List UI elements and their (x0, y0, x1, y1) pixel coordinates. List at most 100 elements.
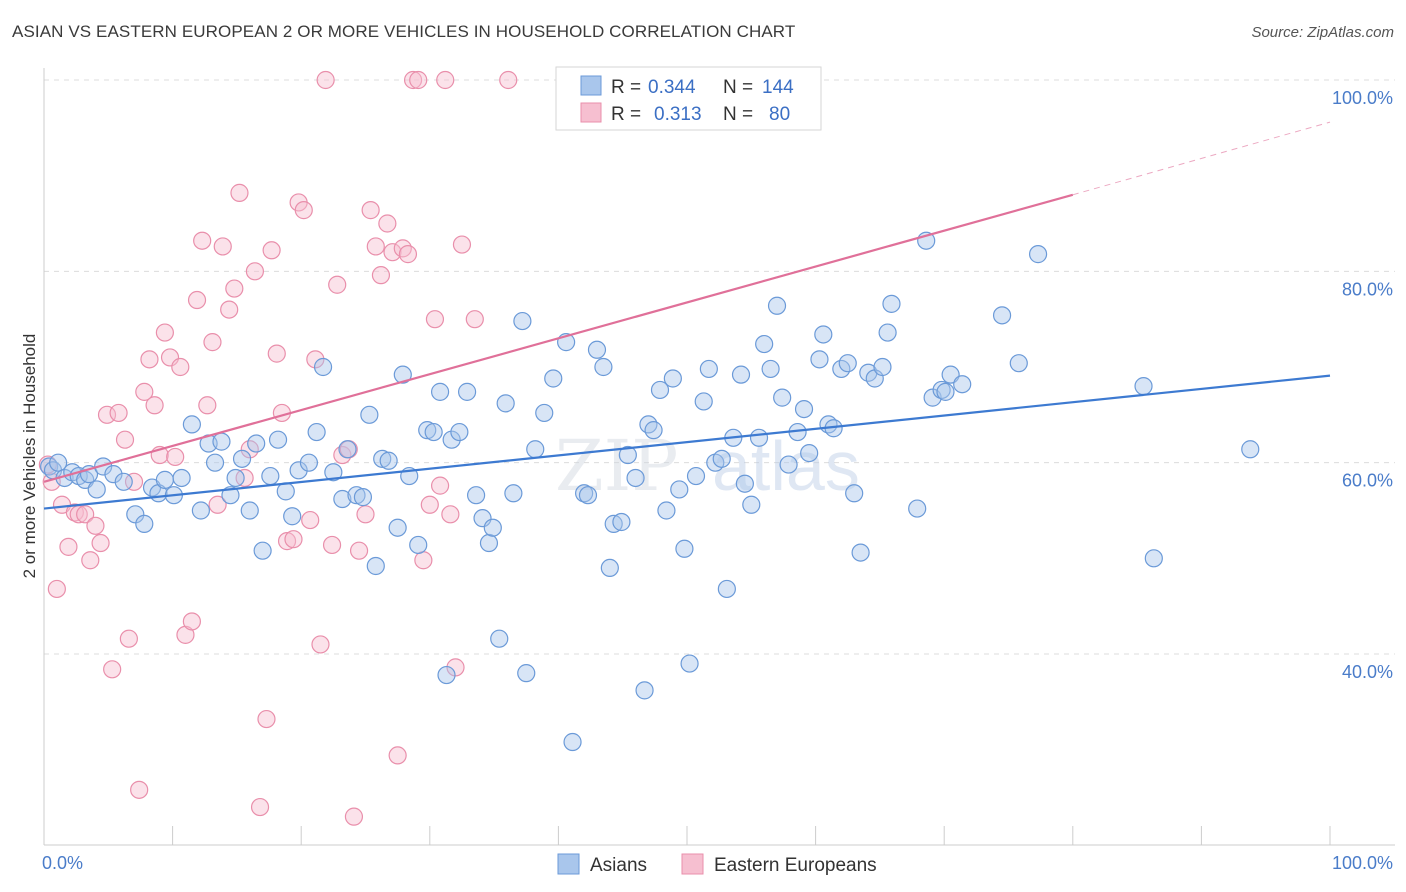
asian-point (289, 461, 308, 480)
eastern-european-point (430, 476, 450, 495)
asian-point (600, 558, 619, 578)
asian-point (418, 421, 437, 440)
eastern-european-trend-line (43, 193, 1074, 483)
asian-point (276, 482, 295, 501)
tick-labels: 40.0% 60.0% 80.0% 100.0% 0.0% 100.0% (42, 88, 1393, 873)
asian-point (749, 428, 769, 447)
asian-point (626, 468, 645, 488)
asian-point (87, 480, 106, 499)
eastern-european-point (420, 495, 439, 514)
eastern-european-point (316, 70, 335, 90)
asian-point (578, 486, 598, 505)
asian-point (663, 369, 682, 388)
asian-point (182, 415, 201, 434)
eastern-european-point (257, 709, 276, 729)
asian-point (442, 430, 461, 449)
asian-point (618, 445, 637, 465)
eastern-european-point (245, 262, 265, 281)
asian-point (283, 507, 302, 526)
asian-point (670, 480, 689, 499)
asian-point (882, 294, 901, 313)
bottom-legend-label-asians: Asians (590, 855, 647, 876)
eastern-european-point (322, 535, 342, 555)
asian-point (221, 486, 240, 505)
asian-point (1144, 549, 1163, 568)
legend-n-value-1: 144 (762, 77, 794, 98)
eastern-european-point (328, 275, 347, 294)
eastern-european-trend-extension (1072, 121, 1331, 196)
asian-point (393, 365, 412, 384)
asian-point (504, 484, 523, 503)
asian-point (299, 453, 319, 472)
asian-point (483, 518, 502, 537)
eastern-european-point (198, 396, 217, 415)
asian-point (409, 535, 428, 555)
asian-point (644, 421, 663, 440)
bottom-legend-label-eastern-europeans: Eastern Europeans (714, 855, 877, 876)
asian-point (366, 556, 385, 576)
asian-trend-line (43, 374, 1331, 510)
asian-point (773, 388, 792, 407)
eastern-european-point (97, 405, 117, 424)
asian-point (612, 512, 631, 532)
asian-point (324, 463, 343, 482)
asian-point (650, 380, 670, 400)
asian-point (845, 484, 864, 503)
eastern-european-point (135, 382, 154, 401)
eastern-european-point (409, 70, 428, 90)
asian-point (1009, 354, 1028, 373)
eastern-european-point (371, 266, 391, 285)
asian-point (104, 465, 123, 484)
legend-r-label-1: R = (611, 77, 641, 98)
asian-point (742, 495, 761, 514)
eastern-european-point (403, 70, 423, 90)
legend-swatch-eastern-europeans (580, 102, 602, 123)
asian-point (457, 382, 477, 401)
asian-point (333, 489, 352, 509)
asian-point (479, 533, 499, 553)
eastern-european-point (366, 237, 385, 256)
asian-point (307, 422, 326, 442)
asian-point (717, 579, 736, 599)
asian-point (226, 468, 245, 488)
eastern-european-point (208, 495, 227, 514)
asian-point (49, 453, 68, 472)
asian-point (360, 405, 379, 424)
asian-point (496, 394, 515, 413)
asian-point (794, 399, 814, 419)
asian-point (155, 470, 174, 489)
eastern-european-point (230, 183, 249, 202)
eastern-european-point (344, 807, 364, 826)
asian-point (1241, 440, 1260, 459)
asian-point (490, 629, 509, 648)
eastern-european-point (225, 279, 244, 298)
asian-point (172, 468, 191, 488)
asian-point (563, 732, 582, 752)
eastern-european-point (81, 551, 100, 570)
asian-point (587, 340, 607, 359)
asian-point (517, 664, 536, 683)
eastern-european-point (166, 447, 185, 467)
asian-point (240, 501, 259, 520)
eastern-european-point (124, 472, 144, 491)
asian-point (232, 449, 252, 468)
eastern-european-point (398, 245, 418, 264)
eastern-european-point (499, 70, 518, 90)
asian-point (450, 422, 469, 442)
eastern-european-point (436, 70, 455, 90)
eastern-european-point (388, 746, 407, 765)
asian-point (94, 457, 113, 476)
eastern-european-point (349, 541, 369, 560)
asian-point (639, 415, 658, 434)
eastern-european-point (213, 237, 232, 256)
asian-point (535, 403, 554, 423)
eastern-european-point (171, 357, 190, 377)
asian-point (635, 681, 654, 700)
y-axis-title: 2 or more Vehicles in Household (20, 334, 39, 579)
eastern-european-point (277, 532, 297, 551)
eastern-european-point (103, 660, 122, 679)
y-tick-label: 100.0% (1332, 88, 1393, 108)
asian-point (779, 455, 798, 474)
asian-point (680, 654, 699, 673)
eastern-european-point (47, 579, 66, 599)
